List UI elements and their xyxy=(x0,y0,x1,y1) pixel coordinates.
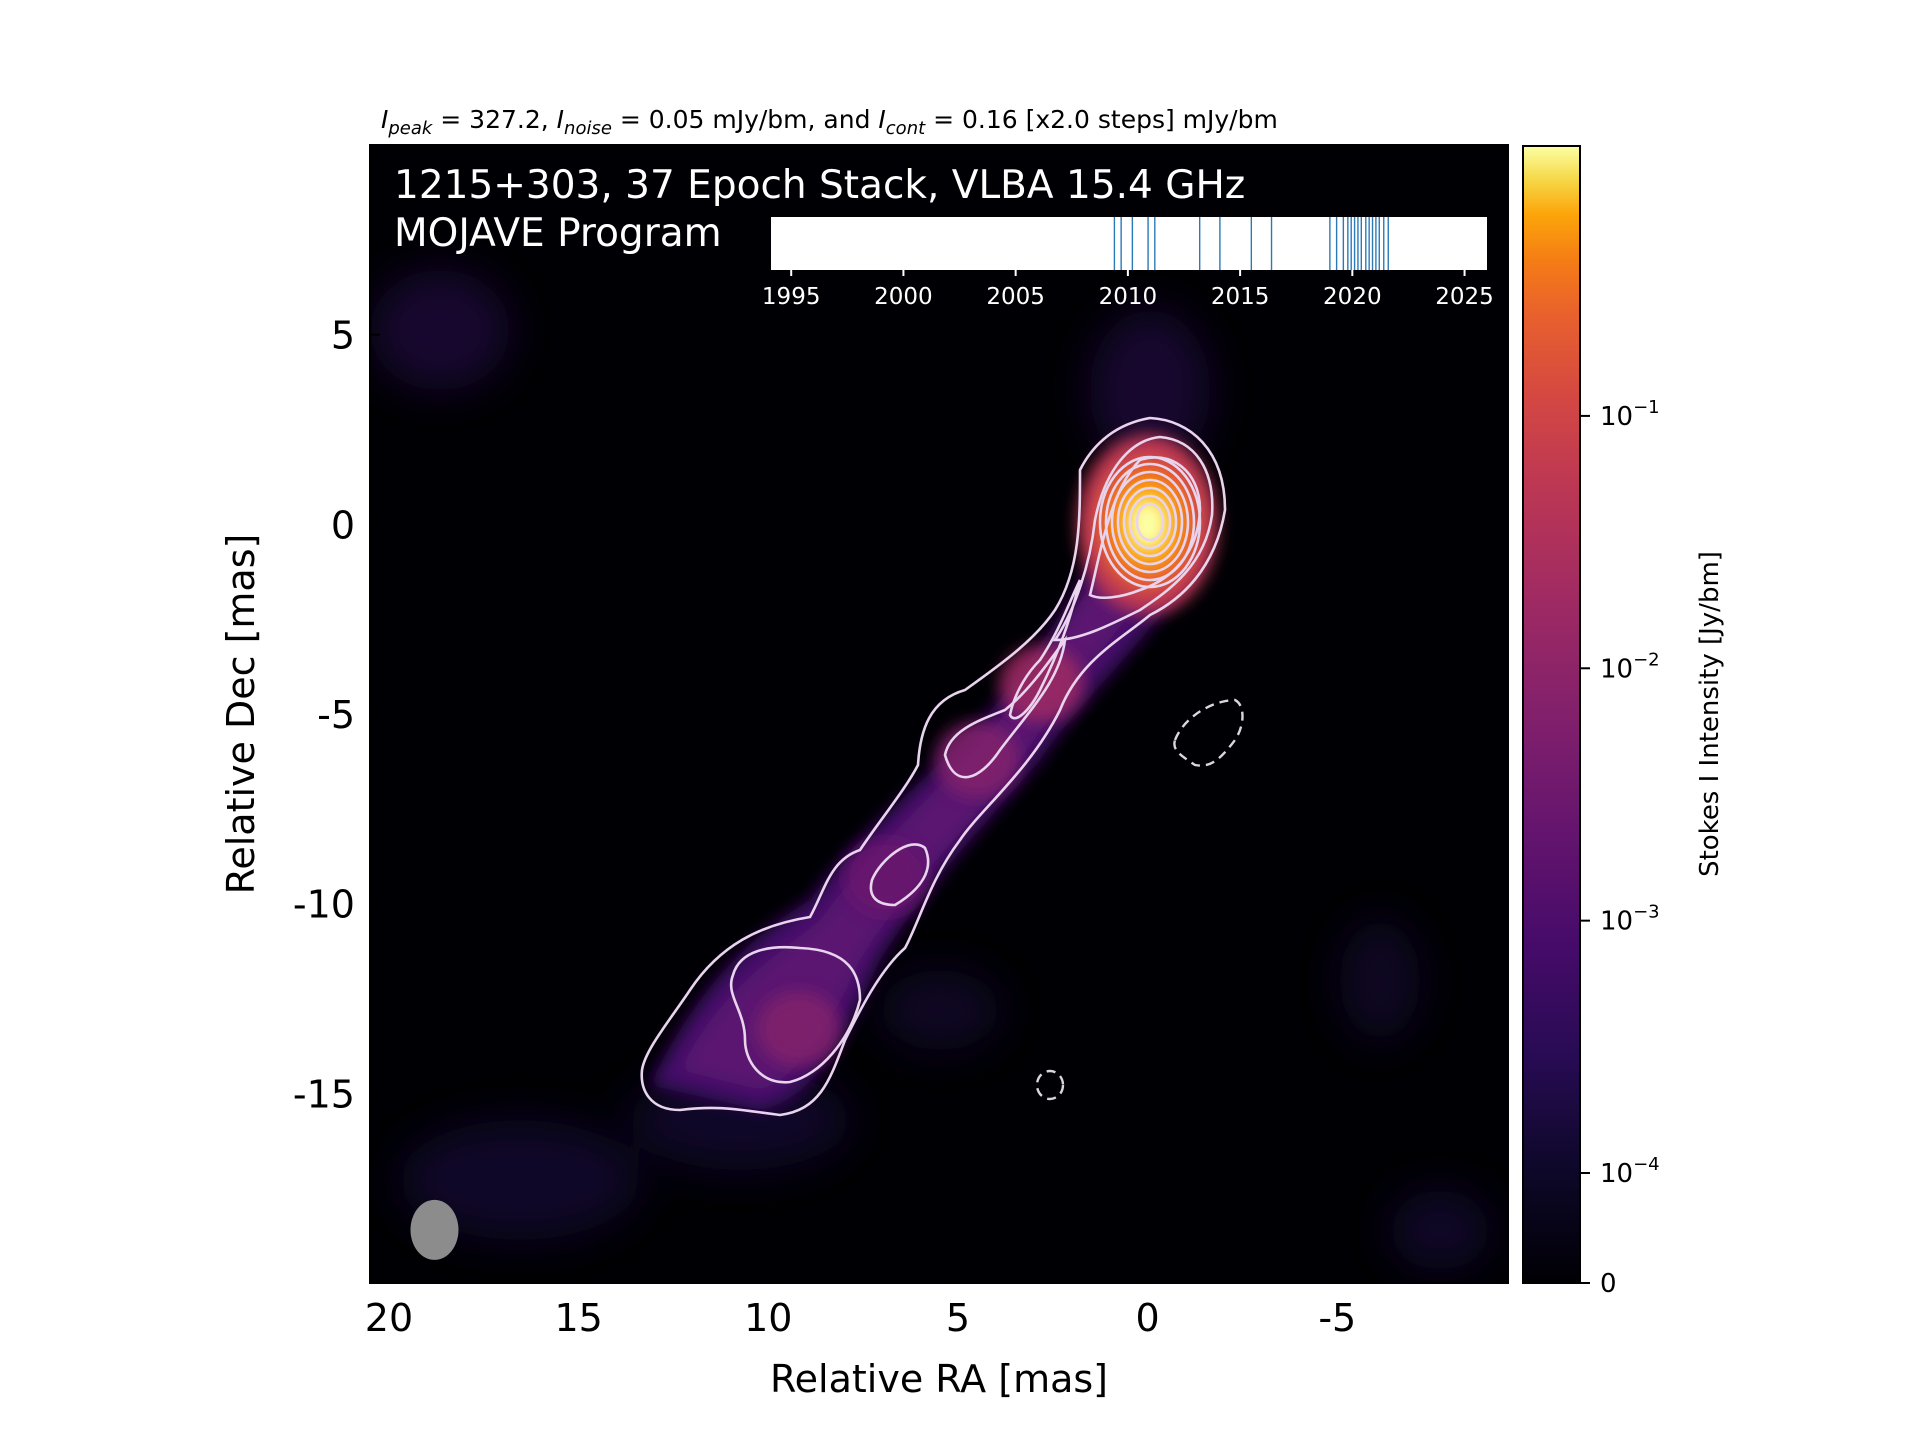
x-tick-label: 10 xyxy=(744,1296,792,1340)
jet-knot xyxy=(934,721,1019,798)
timeline-ticks: 1995 2000 2005 2010 2015 2020 2025 xyxy=(762,270,1494,310)
colorbar-ticks: 10−1 10−2 10−3 10−4 0 xyxy=(1580,397,1660,1299)
contour-level-10 xyxy=(1135,502,1165,542)
y-axis-ticks: 5 0 -5 -10 -15 xyxy=(293,314,380,1116)
plot-header: Ipeak = 327.2, Inoise = 0.05 mJy/bm, and… xyxy=(381,105,1278,139)
y-tick-label: 5 xyxy=(331,314,355,358)
timeline-epochs xyxy=(1113,217,1389,270)
y-tick-label: -10 xyxy=(293,883,355,927)
negative-contours xyxy=(1035,698,1244,1101)
timeline-box xyxy=(771,217,1487,270)
colorbar-frame xyxy=(1522,145,1581,1284)
y-tick-label: 0 xyxy=(331,503,355,547)
y-tick-label: -5 xyxy=(317,693,355,737)
map-background xyxy=(370,145,1508,1283)
contour-region-knot-4 xyxy=(729,945,862,1084)
timeline-tick-label: 2000 xyxy=(874,284,933,310)
epoch-timeline: 1995 2000 2005 2010 2015 2020 2025 xyxy=(762,217,1494,310)
x-tick-label: 5 xyxy=(946,1296,970,1340)
contour-region-knot-3 xyxy=(869,843,930,907)
colorbar-tick-label: 10−1 xyxy=(1600,397,1660,432)
contour-level-6 xyxy=(1110,470,1190,574)
timeline-tick-label: 2005 xyxy=(986,284,1045,310)
timeline-tick-label: 2025 xyxy=(1435,284,1494,310)
x-tick-label: 15 xyxy=(554,1296,602,1340)
positive-contours xyxy=(640,416,1227,1117)
x-tick-label: 20 xyxy=(365,1296,413,1340)
y-tick-label: -15 xyxy=(293,1072,355,1116)
header-part: I xyxy=(878,105,885,134)
header-part: I xyxy=(557,105,564,134)
colorbar xyxy=(1523,146,1580,1283)
negative-contour-2 xyxy=(1035,1069,1065,1101)
header-part: noise xyxy=(564,118,612,139)
contour-region-knot-1 xyxy=(1008,579,1082,720)
x-tick-label: -5 xyxy=(1318,1296,1356,1340)
colorbar-tick-label: 10−4 xyxy=(1600,1154,1660,1189)
x-axis-ticks: 20 15 10 5 0 -5 xyxy=(365,1273,1356,1340)
source-name-label: 1215+303, 37 Epoch Stack, VLBA 15.4 GHz xyxy=(394,163,1245,208)
program-label: MOJAVE Program xyxy=(394,211,722,256)
timeline-tick-label: 2015 xyxy=(1211,284,1270,310)
colorbar-tick-label: 10−2 xyxy=(1600,649,1660,684)
header-part: = 327.2, xyxy=(432,105,556,134)
header-part: I xyxy=(381,105,388,134)
contour-level-3 xyxy=(1088,456,1202,600)
colorbar-tick-label: 10−3 xyxy=(1600,902,1660,937)
header-part: peak xyxy=(387,118,434,139)
y-axis-label: Relative Dec [mas] xyxy=(219,534,263,895)
timeline-tick-label: 1995 xyxy=(762,284,821,310)
timeline-tick-label: 2020 xyxy=(1323,284,1382,310)
negative-contour-1 xyxy=(1173,698,1244,767)
contour-level-1 xyxy=(640,416,1227,1117)
colorbar-label: Stokes I Intensity [Jy/bm] xyxy=(1695,551,1725,877)
beam-ellipse xyxy=(410,1199,459,1260)
x-axis-label: Relative RA [mas] xyxy=(770,1357,1108,1401)
jet-knot xyxy=(756,990,841,1067)
header-part: = 0.05 mJy/bm, and xyxy=(612,105,879,134)
contour-level-8 xyxy=(1122,486,1178,558)
contour-level-7 xyxy=(1116,478,1184,566)
header-part: = 0.16 [x2.0 steps] mJy/bm xyxy=(925,105,1278,134)
contour-level-2 xyxy=(1052,435,1214,642)
timeline-tick-label: 2010 xyxy=(1099,284,1158,310)
contour-level-5 xyxy=(1104,462,1196,582)
header-part: cont xyxy=(886,118,926,139)
x-tick-label: 0 xyxy=(1136,1296,1160,1340)
faint-emission xyxy=(370,270,1490,1270)
contour-level-9 xyxy=(1128,494,1172,550)
intensity-map: 1215+303, 37 Epoch Stack, VLBA 15.4 GHz … xyxy=(370,145,1508,1283)
colorbar-tick-label: 0 xyxy=(1600,1269,1617,1299)
contour-level-4 xyxy=(1098,455,1202,589)
